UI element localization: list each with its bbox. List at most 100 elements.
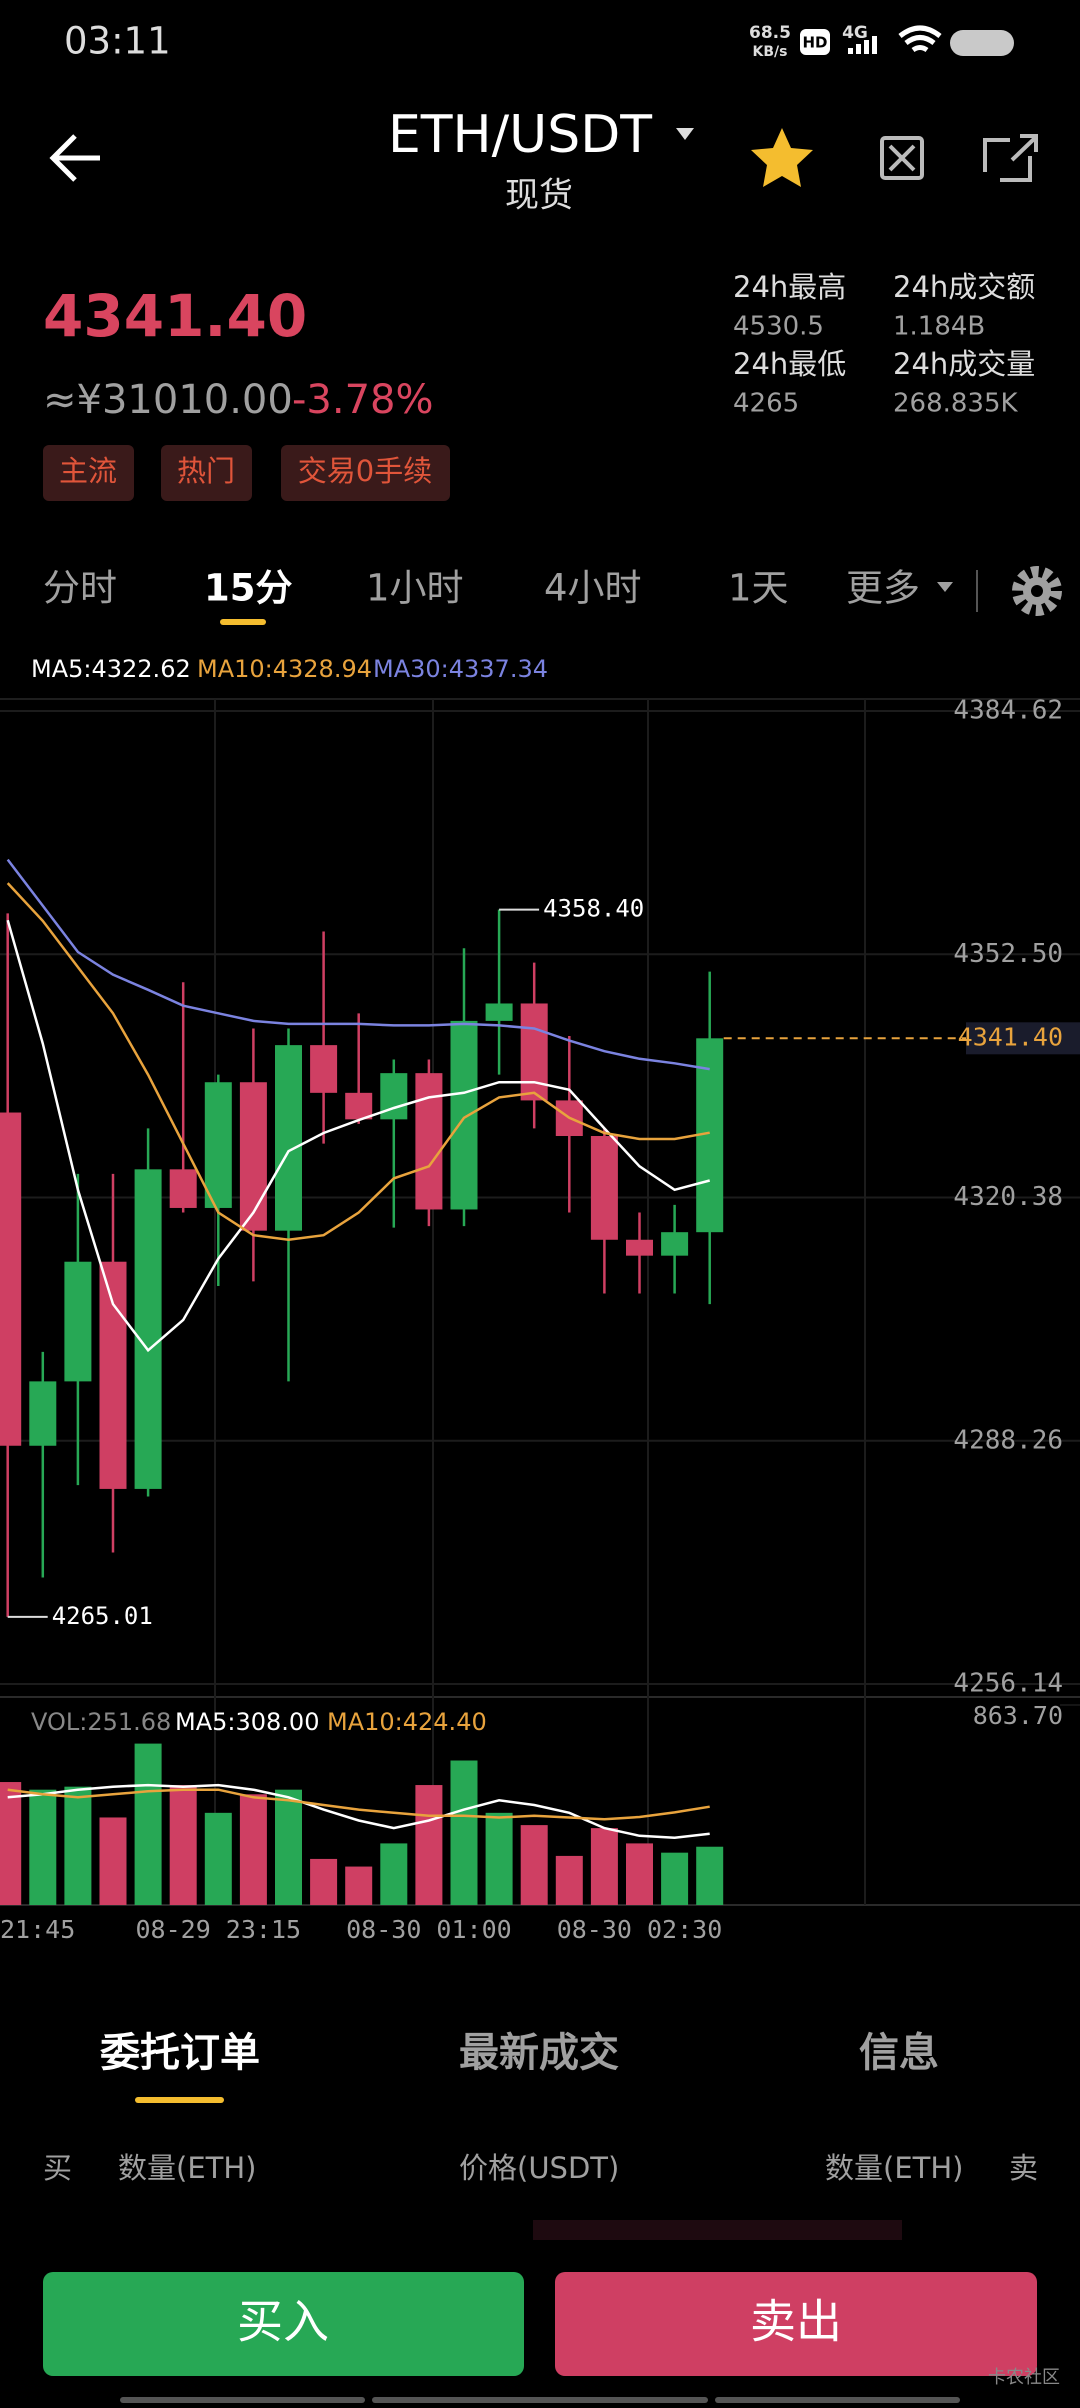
- pair-dropdown[interactable]: [676, 128, 694, 140]
- stat-value: 268.835K: [893, 389, 1019, 419]
- legend-entry: VOL:251.68: [31, 1708, 171, 1736]
- y-tick-label: 4320.38: [953, 1182, 1063, 1212]
- interval-tab[interactable]: 更多: [846, 567, 920, 610]
- candle-body: [415, 1073, 443, 1210]
- last-price: 4341.40: [43, 282, 307, 350]
- volume-ma-line: [7, 1783, 710, 1840]
- status-time: 03:11: [64, 20, 171, 63]
- candle-body: [590, 1136, 618, 1240]
- tag: 主流: [59, 454, 117, 488]
- settings-button[interactable]: [1012, 566, 1062, 616]
- battery-icon: [950, 30, 1014, 56]
- candle-body: [275, 1045, 302, 1231]
- depth-bar: [533, 2220, 902, 2240]
- vertical-grid: [214, 699, 866, 1905]
- tab-indicator: [135, 2097, 224, 2103]
- candle-body: [520, 1003, 548, 1101]
- favorite-button[interactable]: [751, 128, 813, 187]
- interval-tab[interactable]: 4小时: [544, 567, 642, 610]
- sell-label[interactable]: 卖出: [750, 2295, 842, 2349]
- candle-body: [134, 1169, 162, 1489]
- stat-label: 24h最低: [733, 347, 846, 381]
- legend-entry: MA10:424.40: [327, 1708, 487, 1736]
- ma-line: [6, 882, 710, 1242]
- ma-line: [6, 858, 710, 1071]
- stat-label: 24h成交量: [893, 347, 1035, 381]
- volume-bar: [661, 1852, 689, 1905]
- column-header: 数量(ETH): [118, 2151, 256, 2185]
- volume-bar: [626, 1843, 653, 1905]
- cny-price: ≈¥31010.00: [43, 377, 293, 423]
- candle-body: [64, 1261, 92, 1382]
- book-tab[interactable]: 最新成交: [459, 2030, 619, 2076]
- hd-badge: [800, 29, 830, 55]
- interval-tab-active[interactable]: 15分: [204, 567, 293, 610]
- y-tick-label: 4352.50: [953, 939, 1063, 969]
- nav-bar: [120, 2397, 960, 2403]
- volume-bar: [310, 1858, 338, 1905]
- volume-bar: [520, 1825, 548, 1905]
- column-header: 卖: [1009, 2151, 1038, 2185]
- pair-title[interactable]: ETH/USDT: [388, 105, 652, 165]
- candle-body: [239, 1082, 267, 1231]
- volume-bar: [99, 1817, 127, 1905]
- volume-ma-line: [7, 1788, 710, 1821]
- charts: 4384.62 4352.50 4320.38 4288.26 4256.14 MA5:4…: [0, 655, 1080, 1944]
- candle-body: [345, 1092, 373, 1120]
- market-type: 现货: [505, 176, 573, 216]
- book-tab-active[interactable]: 委托订单: [100, 2030, 260, 2076]
- volume-bar: [29, 1789, 57, 1905]
- book-tab[interactable]: 信息: [859, 2030, 939, 2076]
- more-dropdown[interactable]: [937, 582, 953, 592]
- x-tick-label: 21:45: [0, 1915, 75, 1944]
- stat-value: 1.184B: [893, 312, 985, 342]
- candle-body: [0, 1112, 22, 1446]
- y-tick-label: 863.70: [973, 1701, 1063, 1730]
- tab-indicator: [220, 619, 266, 625]
- stat-label: 24h成交额: [893, 270, 1035, 304]
- tag-box: [43, 445, 134, 501]
- candle-body: [204, 1082, 232, 1208]
- network-label: 4G: [842, 23, 868, 43]
- volume-bar: [380, 1843, 408, 1905]
- back-button[interactable]: [49, 134, 100, 182]
- ma-line: [6, 919, 711, 1353]
- volume-bar: [239, 1794, 267, 1905]
- legend-entry: MA5:4322.62: [31, 655, 191, 683]
- buy-label[interactable]: 买入: [237, 2295, 329, 2349]
- candle-body: [169, 1169, 197, 1208]
- volume-bar: [64, 1786, 92, 1905]
- x-tick-label: 08-29 23:15: [136, 1915, 302, 1944]
- candle-body: [661, 1232, 689, 1256]
- y-tick-label: 4288.26: [953, 1425, 1063, 1455]
- watermark: 卡农社区: [988, 2367, 1060, 2388]
- net-speed-unit: KB/s: [753, 44, 788, 60]
- legend-entry: MA30:4337.34: [373, 655, 548, 683]
- buy-button[interactable]: [43, 2272, 524, 2376]
- last-price-label: 4341.40: [958, 1022, 1063, 1051]
- x-tick-label: 08-30 02:30: [557, 1915, 723, 1944]
- volume-bar: [696, 1846, 724, 1905]
- stat-value: 4265: [733, 389, 799, 419]
- column-header: 买: [43, 2151, 72, 2185]
- candle-body: [450, 1020, 478, 1210]
- legend-entry: MA5:308.00: [175, 1708, 319, 1736]
- candle-body: [99, 1261, 127, 1489]
- candle-body: [485, 1003, 513, 1021]
- net-speed: 68.5: [749, 23, 791, 43]
- wifi-icon: [898, 25, 942, 53]
- expand-button[interactable]: [880, 136, 924, 180]
- tag: 热门: [177, 454, 235, 488]
- interval-tab[interactable]: 分时: [43, 567, 117, 610]
- stat-value: 4530.5: [733, 312, 824, 342]
- x-tick-label: 08-30 01:00: [346, 1915, 512, 1944]
- interval-tab[interactable]: 1小时: [366, 567, 464, 610]
- sell-button[interactable]: [555, 2272, 1037, 2376]
- share-button[interactable]: [983, 134, 1038, 182]
- tag: 交易0手续: [298, 454, 432, 488]
- interval-tab[interactable]: 1天: [728, 567, 789, 610]
- legend-entry: MA10:4328.94: [197, 655, 372, 683]
- low-label: 4265.01: [52, 1602, 153, 1630]
